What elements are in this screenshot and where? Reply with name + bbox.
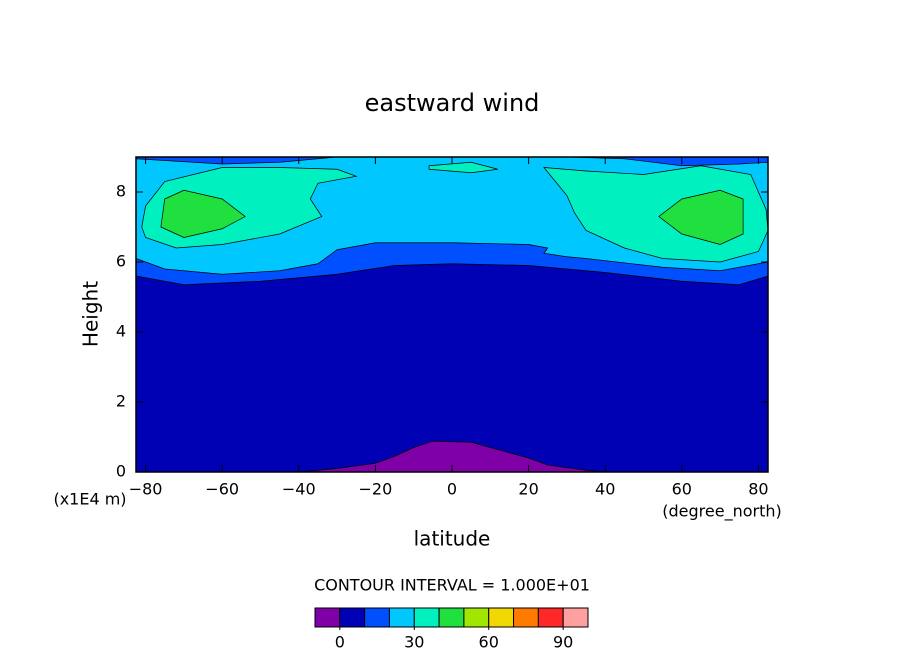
colorbar-tick-label: 60 xyxy=(479,633,499,652)
contour-region xyxy=(160,189,246,238)
y-axis-title: Height xyxy=(79,281,103,347)
colorbar-swatch xyxy=(488,607,515,628)
colorbar-tick-label: 30 xyxy=(404,633,424,652)
y-axis-unit: (x1E4 m) xyxy=(53,490,126,509)
colorbar-swatch xyxy=(463,607,490,628)
colorbar-swatch xyxy=(513,607,539,628)
x-tick-label: −40 xyxy=(282,480,316,499)
contour-region xyxy=(428,161,499,174)
colorbar-swatch xyxy=(339,607,366,628)
colorbar-swatch xyxy=(562,607,589,628)
colorbar-swatch xyxy=(537,607,564,628)
colorbar-tick-label: 0 xyxy=(335,633,345,652)
y-tick-label: 0 xyxy=(116,462,126,481)
colorbar-swatch xyxy=(413,607,440,628)
x-tick-label: 80 xyxy=(748,480,768,499)
colorbar-swatch xyxy=(438,607,465,628)
x-tick-label: 40 xyxy=(595,480,615,499)
chart-title: eastward wind xyxy=(365,89,540,117)
colorbar-tick-label: 90 xyxy=(553,633,573,652)
y-tick-label: 6 xyxy=(116,252,126,271)
y-tick-label: 4 xyxy=(116,322,126,341)
y-tick-label: 2 xyxy=(116,392,126,411)
plot-area xyxy=(135,156,769,473)
colorbar-swatch xyxy=(364,607,390,628)
y-tick-label: 8 xyxy=(116,182,126,201)
contour-region xyxy=(298,440,606,473)
x-tick-label: 0 xyxy=(447,480,457,499)
x-tick-label: −20 xyxy=(359,480,393,499)
x-tick-label: 60 xyxy=(672,480,692,499)
contour-region xyxy=(658,189,744,245)
x-axis-unit: (degree_north) xyxy=(662,502,781,522)
colorbar-swatch xyxy=(388,607,415,628)
colorbar-title: CONTOUR INTERVAL = 1.000E+01 xyxy=(314,576,590,595)
x-tick-label: 20 xyxy=(518,480,538,499)
x-tick-label: −60 xyxy=(205,480,239,499)
colorbar-swatch xyxy=(314,607,341,628)
x-tick-label: −80 xyxy=(129,480,163,499)
x-axis-title: latitude xyxy=(414,527,491,551)
